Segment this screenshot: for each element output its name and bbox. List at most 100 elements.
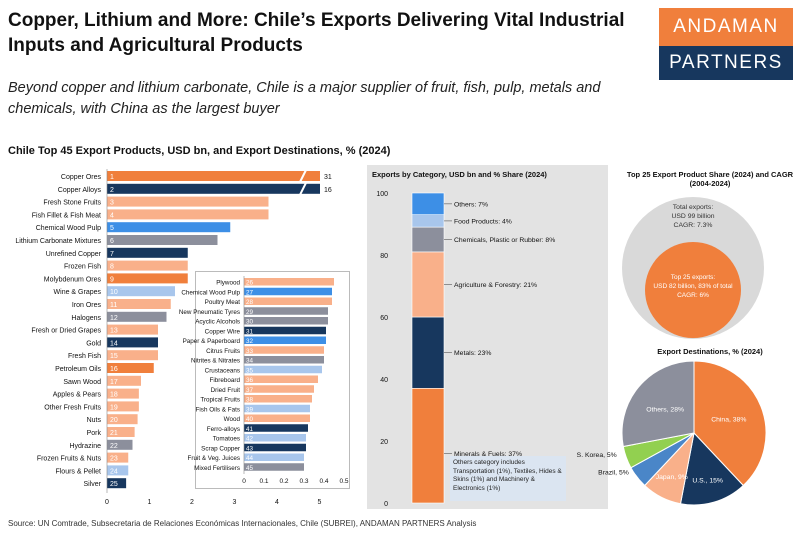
main-bar — [107, 401, 139, 412]
inset-bar-label: Paper & Paperboard — [183, 338, 241, 345]
main-bar-rank: 23 — [110, 456, 118, 463]
main-bar — [107, 439, 133, 450]
main-bar-rank: 5 — [110, 225, 114, 232]
page-title: Copper, Lithium and More: Chile’s Export… — [8, 10, 625, 56]
inset-bar-label: Copper Wire — [205, 328, 241, 335]
destination-slice — [693, 360, 767, 487]
inset-x-tick-label: 0.2 — [279, 478, 288, 485]
inset-bar-label: Tomatoes — [213, 436, 240, 443]
inset-bar-label: Chemical Wood Pulp — [181, 289, 240, 296]
stack-y-tick-label: 20 — [380, 439, 388, 446]
main-bar-label: Sawn Wood — [63, 379, 101, 386]
page-subtitle: Beyond copper and lithium carbonate, Chi… — [8, 80, 601, 117]
inset-bar-label: Ferro-alloys — [207, 426, 240, 433]
destination-slice-label: China, 38% — [711, 417, 746, 424]
inset-x-tick-label: 0.3 — [299, 478, 308, 485]
inset-bar-label: New Pneumatic Tyres — [179, 309, 240, 316]
destination-slice-label: Others, 28% — [646, 407, 684, 414]
stack-segment — [411, 226, 445, 253]
main-bar-rank: 12 — [110, 315, 118, 322]
inset-bar — [244, 297, 332, 305]
inset-bar — [244, 278, 334, 286]
main-bar-rank: 2 — [110, 187, 114, 194]
inset-bar-rank: 31 — [246, 328, 254, 335]
main-bar — [107, 478, 127, 489]
main-bar-label: Fresh Fish — [68, 353, 101, 360]
inset-bar-rank: 43 — [246, 445, 254, 452]
axis-break-mark — [299, 169, 307, 183]
top25-exports-text: USD 82 billion, 83% of total — [653, 283, 733, 290]
inset-bar — [244, 463, 304, 471]
main-x-tick-label: 4 — [275, 499, 279, 506]
main-bar-label: Copper Ores — [61, 174, 102, 181]
main-bar — [107, 286, 175, 297]
main-bar-label: Silver — [83, 481, 101, 488]
inset-bar-rank: 29 — [246, 309, 254, 316]
stack-segment-label: Metals: 23% — [454, 350, 491, 357]
main-bar-label: Pork — [87, 430, 102, 437]
left-chart-title: Chile Top 45 Export Products, USD bn, an… — [8, 145, 391, 157]
inset-bar-label: Tropical Fruits — [200, 397, 240, 404]
main-bar-label: Molybdenum Ores — [44, 276, 102, 283]
main-bar-label: Petroleum Oils — [55, 366, 101, 373]
main-bar — [107, 375, 141, 386]
stack-segment-label: Others: 7% — [454, 201, 488, 208]
main-bar-rank: 7 — [110, 251, 114, 258]
destinations-pie-title: Export Destinations, % (2024) — [657, 347, 763, 356]
main-bar-label: Nuts — [87, 417, 102, 424]
destination-slice-label: S. Korea, 5% — [577, 452, 617, 459]
main-bar-label: Copper Alloys — [58, 187, 102, 194]
main-bar — [107, 273, 188, 284]
main-x-tick-label: 1 — [148, 499, 152, 506]
inset-bar — [244, 424, 308, 432]
inset-bar — [244, 395, 312, 403]
inset-bar-rank: 44 — [246, 455, 254, 462]
main-bar — [107, 171, 320, 181]
stack-segment — [411, 214, 445, 228]
inset-bar — [244, 356, 324, 364]
main-bar-label: Frozen Fruits & Nuts — [37, 456, 102, 463]
main-bar-label: Hydrazine — [69, 443, 101, 450]
inset-bar — [244, 375, 318, 383]
destination-slice — [621, 360, 695, 448]
main-bar-label: Other Fresh Fruits — [44, 404, 101, 411]
stack-segment — [411, 192, 445, 216]
main-bar-rank: 20 — [110, 417, 118, 424]
inset-x-tick-label: 0.5 — [339, 478, 348, 485]
share-pie-title: Top 25 Export Product Share (2024) and C… — [626, 170, 794, 188]
main-bar-rank: 24 — [110, 468, 118, 475]
main-bar — [107, 311, 167, 322]
main-bar — [107, 260, 188, 271]
main-bar — [107, 299, 171, 309]
main-bar-label: Iron Ores — [72, 302, 102, 309]
main-bar — [107, 183, 320, 194]
inset-bar — [244, 414, 310, 422]
top25-exports-text: Top 25 exports: — [671, 274, 716, 281]
top25-exports-circle — [645, 242, 741, 338]
main-bar-rank: 16 — [110, 366, 118, 373]
destination-slice-label: U.S., 15% — [692, 478, 723, 485]
inset-bar-rank: 32 — [246, 338, 254, 345]
main-bar-rank: 25 — [110, 481, 118, 488]
main-bar — [107, 388, 139, 399]
main-bar-rank: 4 — [110, 212, 114, 219]
inset-bar-label: Citrus Fruits — [206, 348, 240, 355]
stack-segment — [411, 316, 445, 389]
main-x-tick-label: 3 — [233, 499, 237, 506]
inset-bar — [244, 287, 332, 296]
inset-bar-rank: 30 — [246, 319, 254, 326]
main-x-tick-label: 2 — [190, 499, 194, 506]
truncated-value-label: 31 — [324, 174, 332, 181]
inset-bar-label: Wood — [224, 416, 241, 423]
stack-segment-label: Minerals & Fuels: 37% — [454, 451, 522, 458]
total-exports-text: CAGR: 7.3% — [674, 222, 713, 229]
destination-slice — [679, 431, 744, 506]
stack-y-tick-label: 80 — [380, 253, 388, 260]
total-exports-text: Total exports: — [673, 204, 714, 211]
inset-bar-label: Plywood — [216, 280, 240, 287]
others-note: Others category includes Transportation … — [450, 456, 566, 501]
destination-slice-label: Brazil, 5% — [598, 470, 629, 477]
main-bar-label: Flours & Pellet — [55, 468, 101, 475]
main-x-tick-label: 0 — [105, 499, 109, 506]
